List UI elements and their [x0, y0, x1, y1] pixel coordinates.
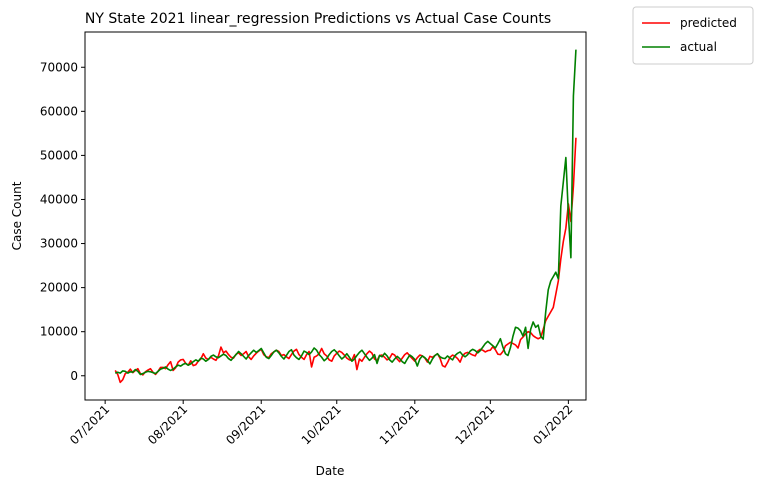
y-tick-label: 70000 [40, 60, 78, 74]
y-tick-label: 60000 [40, 104, 78, 118]
y-tick-label: 20000 [40, 281, 78, 295]
series-layer [114, 49, 577, 384]
y-tick-label: 10000 [40, 325, 78, 339]
x-tick-label: 09/2021 [223, 402, 268, 447]
x-tick-label: 10/2021 [299, 402, 344, 447]
series-line-predicted [114, 137, 577, 384]
x-tick-label: 08/2021 [145, 402, 190, 447]
legend: predicted actual [632, 6, 754, 65]
x-tick-label: 01/2022 [530, 402, 575, 447]
x-tick-label: 07/2021 [67, 402, 112, 447]
y-axis: 0 10000 20000 30000 40000 50000 60000 70000 [40, 60, 85, 383]
y-tick-label: 30000 [40, 237, 78, 251]
y-axis-label: Case Count [10, 181, 24, 250]
series-line-actual [114, 49, 577, 376]
chart-title: NY State 2021 linear_regression Predicti… [85, 11, 551, 27]
x-tick-label: 12/2021 [452, 402, 497, 447]
x-axis: 07/2021 08/2021 09/2021 10/2021 11/2021 12/20… [67, 400, 575, 447]
x-axis-label: Date [316, 464, 345, 478]
x-tick-label: 11/2021 [377, 402, 422, 447]
y-tick-label: 50000 [40, 148, 78, 162]
plot-area [84, 31, 587, 401]
y-tick-label: 40000 [40, 192, 78, 206]
legend-label-predicted: predicted [680, 16, 737, 30]
legend-label-actual: actual [680, 40, 717, 54]
legend-box [632, 6, 754, 65]
y-tick-label: 0 [70, 369, 78, 383]
